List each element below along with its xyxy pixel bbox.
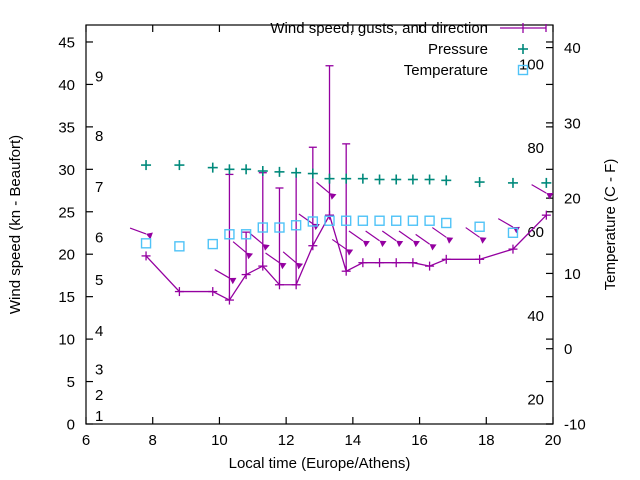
- temperature-marker: [140, 238, 152, 249]
- temperature-marker: [441, 217, 452, 229]
- temperature-marker: [407, 215, 419, 226]
- temperature-marker: [507, 227, 519, 238]
- beaufort-inner-label: 6: [95, 230, 103, 247]
- y-left-tick-label: 15: [58, 289, 75, 306]
- x-axis-title: Local time (Europe/Athens): [229, 455, 411, 472]
- wind-direction-arrow: [531, 184, 554, 200]
- y-left-tick-label: 5: [67, 374, 75, 391]
- wind-direction-arrow: [348, 230, 370, 248]
- temperature-marker: [424, 215, 435, 226]
- temperature-marker: [391, 215, 402, 226]
- legend-label: Temperature: [404, 62, 488, 79]
- y-right-tick-label: 20: [564, 191, 581, 208]
- legend-sample-temperature: [517, 64, 529, 76]
- fahrenheit-inner-label: 80: [527, 140, 544, 157]
- temperature-marker: [290, 220, 302, 231]
- x-tick-label: 14: [345, 432, 362, 449]
- y-left-tick-label: 0: [67, 417, 75, 434]
- temperature-marker: [374, 215, 385, 226]
- y-left-tick-label: 25: [58, 204, 75, 221]
- y-right-tick-label: 40: [564, 40, 581, 57]
- temperature-marker: [307, 216, 319, 227]
- y-right-tick-label: 10: [564, 266, 581, 283]
- x-tick-label: 8: [149, 432, 157, 449]
- legend-label: Wind speed, gusts, and direction: [270, 20, 488, 37]
- temperature-marker: [474, 221, 485, 232]
- beaufort-inner-label: 3: [95, 361, 103, 378]
- temperature-marker: [240, 229, 252, 240]
- beaufort-inner-label: 4: [95, 323, 103, 340]
- temperature-marker: [340, 215, 352, 226]
- fahrenheit-inner-label: 40: [527, 308, 544, 325]
- temperature-marker: [224, 229, 235, 240]
- temperature-marker: [174, 241, 185, 252]
- y-right-axis-title: Temperature (C - F): [602, 159, 619, 291]
- y-right-tick-label: -10: [564, 417, 586, 434]
- y-left-tick-label: 10: [58, 332, 75, 349]
- wind-direction-arrow: [431, 227, 454, 244]
- y-left-tick-label: 45: [58, 34, 75, 51]
- wind-direction-arrow: [316, 181, 337, 200]
- y-left-tick-label: 40: [58, 77, 75, 94]
- plot-frame: [85, 24, 554, 425]
- wind-direction-arrow: [465, 227, 487, 244]
- beaufort-inner-label: 8: [95, 128, 103, 145]
- temperature-marker: [207, 238, 218, 250]
- x-tick-label: 18: [478, 432, 495, 449]
- x-tick-label: 6: [82, 432, 90, 449]
- x-tick-label: 10: [211, 432, 228, 449]
- y-left-tick-label: 35: [58, 119, 75, 136]
- beaufort-inner-label: 2: [95, 387, 103, 404]
- wind-direction-arrow: [415, 233, 437, 251]
- temperature-marker: [324, 215, 335, 226]
- x-tick-label: 12: [278, 432, 295, 449]
- fahrenheit-inner-label: 60: [527, 224, 544, 241]
- y-right-tick-label: 0: [564, 341, 572, 358]
- temperature-marker: [274, 222, 285, 233]
- wind-direction-arrow: [365, 230, 387, 248]
- wind-direction-arrow: [265, 252, 287, 270]
- temperature-marker: [357, 215, 369, 226]
- beaufort-inner-label: 9: [95, 68, 103, 85]
- temperature-marker: [257, 222, 268, 233]
- fahrenheit-inner-label: 20: [527, 392, 544, 409]
- y-right-tick-label: 30: [564, 115, 581, 132]
- beaufort-inner-label: 5: [95, 272, 103, 289]
- wind-direction-arrow: [398, 230, 420, 248]
- wind-direction-arrow: [232, 241, 254, 260]
- wind-direction-arrow: [214, 269, 237, 285]
- wind-direction-arrow: [249, 232, 270, 251]
- y-left-axis-title: Wind speed (kn - Beaufort): [7, 135, 24, 314]
- x-tick-label: 20: [545, 432, 562, 449]
- legend-label: Pressure: [428, 41, 488, 58]
- wind-direction-arrow: [331, 238, 354, 256]
- wind-direction-arrow: [129, 227, 153, 240]
- wind-direction-arrow: [381, 230, 404, 248]
- beaufort-inner-label: 1: [95, 408, 103, 425]
- y-left-tick-label: 20: [58, 247, 75, 264]
- beaufort-inner-label: 7: [95, 179, 103, 196]
- fahrenheit-inner-label: 100: [519, 57, 544, 74]
- x-tick-label: 16: [411, 432, 428, 449]
- wind-direction-arrow: [282, 251, 304, 270]
- y-left-tick-label: 30: [58, 162, 75, 179]
